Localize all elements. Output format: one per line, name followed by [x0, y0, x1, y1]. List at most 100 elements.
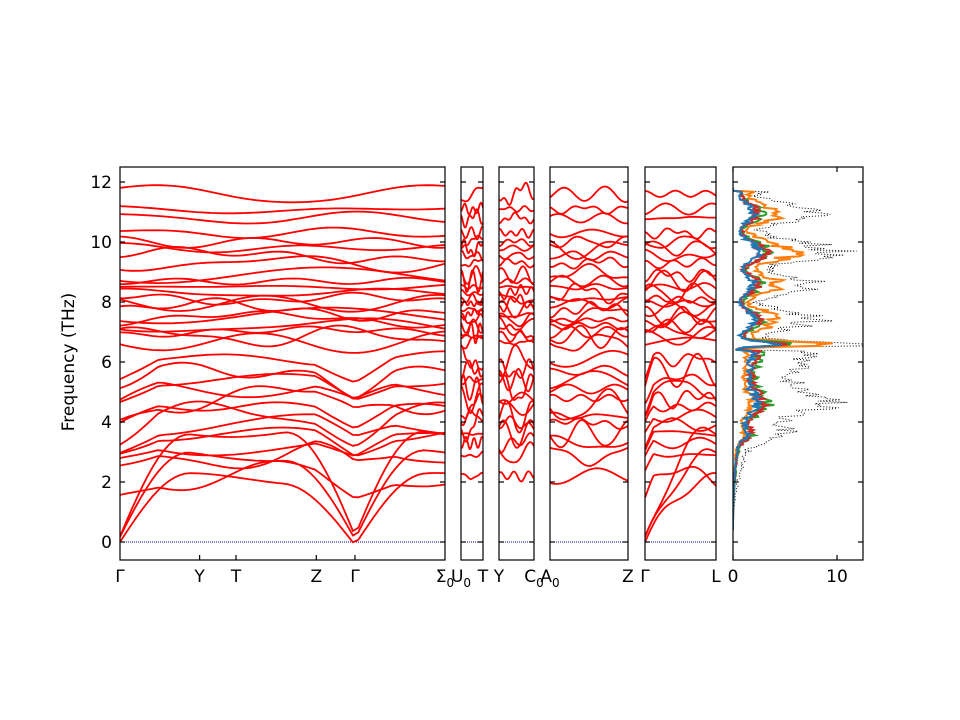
optical-band-19 [499, 211, 534, 225]
optical-band-20 [499, 205, 534, 213]
mid-band-10 [645, 373, 716, 405]
optical-band-7 [120, 297, 445, 322]
high-symmetry-label: Γ [640, 567, 650, 587]
optical-band-14 [645, 257, 716, 270]
mid-band-8 [120, 385, 445, 421]
y-tick-label: 8 [101, 293, 112, 313]
optical-band-9 [120, 291, 445, 306]
optical-band-18 [645, 227, 716, 240]
optical-band-18 [461, 225, 483, 241]
mid-band-11 [120, 361, 445, 399]
optical-band-8 [645, 299, 716, 308]
band-lines [550, 185, 628, 543]
mid-band-6 [499, 399, 534, 434]
optical-band-16 [120, 242, 445, 254]
mid-band-10 [461, 375, 483, 386]
optical-band-6 [550, 307, 628, 327]
mid-band-2 [550, 446, 628, 467]
y-axis-label: Frequency (THz) [59, 293, 79, 432]
optical-band-10 [461, 288, 483, 297]
high-symmetry-label: U0 [451, 567, 471, 590]
optical-band-4 [120, 317, 445, 333]
optical-band-5 [499, 312, 534, 328]
acoustic-band-3 [645, 426, 716, 537]
mid-band-1 [550, 467, 628, 485]
acoustic-band-3 [120, 430, 445, 537]
high-symmetry-label: Y [193, 567, 205, 587]
mid-band-7 [499, 399, 534, 416]
mid-band-4 [645, 430, 716, 451]
optical-band-10 [499, 284, 534, 301]
optical-band-4 [461, 318, 483, 334]
mid-band-12 [120, 350, 445, 383]
optical-band-19 [550, 212, 628, 225]
band-panel-3: Y C0 [493, 166, 544, 590]
mid-band-9 [499, 373, 534, 401]
mid-band-6 [120, 400, 445, 447]
band-lines [120, 184, 445, 544]
dos-series-5 [733, 188, 782, 530]
high-symmetry-label: T [477, 567, 489, 587]
mid-band-10 [120, 373, 445, 403]
y-tick-label: 0 [101, 533, 112, 553]
optical-band-15 [499, 251, 534, 261]
dos-x-tick-label: 0 [728, 567, 739, 587]
optical-band-2 [120, 324, 445, 348]
optical-band-15 [645, 248, 716, 263]
optical-band-11 [120, 283, 445, 291]
optical-band-16 [499, 244, 534, 252]
mid-band-6 [550, 411, 628, 420]
optical-band-15 [550, 250, 628, 262]
mid-band-3 [120, 431, 445, 459]
mid-band-8 [550, 393, 628, 403]
y-tick-label: 2 [101, 473, 112, 493]
optical-band-1 [120, 330, 445, 354]
dos-curves [733, 188, 863, 530]
optical-band-1 [645, 336, 716, 346]
mid-band-1 [499, 470, 534, 483]
mid-band-6 [645, 408, 716, 433]
optical-band-2 [550, 324, 628, 350]
optical-band-21 [120, 184, 445, 204]
optical-band-5 [120, 310, 445, 329]
optical-band-1 [550, 333, 628, 352]
optical-band-8 [120, 293, 445, 313]
optical-band-13 [550, 262, 628, 279]
optical-band-13 [499, 265, 534, 286]
mid-band-12 [550, 350, 628, 368]
mid-band-5 [461, 408, 483, 443]
acoustic-band-2 [120, 449, 445, 538]
mid-band-5 [550, 417, 628, 430]
mid-band-2 [499, 441, 534, 464]
optical-band-11 [499, 285, 534, 289]
optical-band-17 [550, 235, 628, 249]
optical-band-19 [461, 208, 483, 229]
mid-band-3 [645, 436, 716, 457]
high-symmetry-label: Z [310, 567, 322, 587]
mid-band-1 [461, 471, 483, 480]
mid-band-12 [499, 344, 534, 378]
optical-band-12 [120, 276, 445, 286]
optical-band-4 [645, 318, 716, 334]
optical-band-20 [645, 202, 716, 216]
mid-band-9 [550, 383, 628, 395]
optical-band-18 [120, 226, 445, 240]
acoustic-band-1 [645, 472, 716, 543]
optical-band-16 [645, 240, 716, 257]
y-tick-label: 10 [90, 233, 112, 253]
optical-band-12 [550, 274, 628, 288]
mid-band-11 [499, 358, 534, 379]
optical-band-13 [120, 266, 445, 285]
panel-frame [644, 166, 717, 561]
optical-band-21 [645, 189, 716, 198]
mid-band-11 [550, 364, 628, 377]
optical-band-16 [461, 238, 483, 258]
mid-band-11 [645, 352, 716, 388]
mid-band-10 [499, 367, 534, 393]
y-tick-label: 12 [90, 173, 112, 193]
band-lines [499, 181, 534, 543]
mid-band-2 [645, 453, 716, 471]
optical-band-11 [550, 283, 628, 291]
mid-band-9 [461, 373, 483, 405]
band-lines [645, 189, 716, 543]
